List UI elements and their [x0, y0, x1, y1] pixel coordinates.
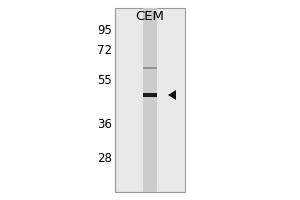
- Bar: [143, 93, 157, 97]
- Bar: [115, 8, 185, 192]
- Text: CEM: CEM: [136, 10, 164, 23]
- Bar: [143, 8, 157, 192]
- Text: 72: 72: [97, 44, 112, 56]
- Text: 55: 55: [97, 73, 112, 86]
- Text: 28: 28: [97, 152, 112, 164]
- Polygon shape: [168, 90, 176, 100]
- Text: 95: 95: [97, 23, 112, 36]
- Text: 36: 36: [97, 118, 112, 132]
